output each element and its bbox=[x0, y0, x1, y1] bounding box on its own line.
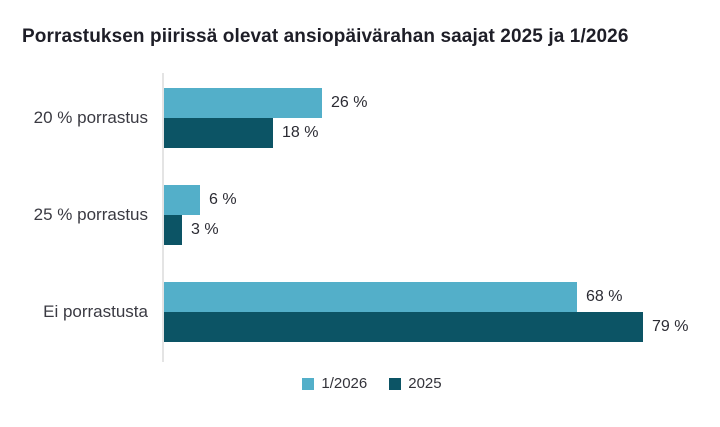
bar-row: 68 % bbox=[164, 282, 718, 312]
category-label: 20 % porrastus bbox=[33, 108, 148, 127]
bar-group: 20 % porrastus 26 % 18 % bbox=[34, 88, 718, 148]
legend-swatch-icon bbox=[302, 377, 315, 390]
bar-1-2026 bbox=[164, 282, 577, 312]
bar-2025 bbox=[164, 118, 273, 148]
bar-2025 bbox=[164, 312, 643, 342]
bar-row: 6 % bbox=[164, 185, 718, 215]
bar-row: 3 % bbox=[164, 215, 718, 245]
legend-item: 1/2026 bbox=[302, 375, 367, 392]
legend-label: 1/2026 bbox=[321, 375, 368, 392]
bar-row: 26 % bbox=[164, 88, 718, 118]
value-label: 26 % bbox=[331, 94, 368, 111]
legend-label: 2025 bbox=[408, 375, 442, 392]
value-label: 79 % bbox=[652, 318, 689, 335]
chart-legend: 1/2026 2025 bbox=[12, 375, 720, 392]
bar-group: 25 % porrastus 6 % 3 % bbox=[34, 185, 718, 245]
value-label: 6 % bbox=[209, 191, 237, 208]
bar-1-2026 bbox=[164, 185, 200, 215]
category-label: Ei porrastusta bbox=[43, 302, 148, 321]
plot-wrap: 20 % porrastus 26 % 18 % 25 % porrastus 6 % 3… bbox=[0, 73, 720, 362]
chart-title: Porrastuksen piirissä olevat ansiopäivär… bbox=[22, 26, 629, 47]
legend-swatch-icon bbox=[389, 377, 402, 390]
legend-item: 2025 bbox=[389, 375, 442, 392]
value-label: 68 % bbox=[586, 288, 623, 305]
bar-group: Ei porrastusta 68 % 79 % bbox=[43, 282, 718, 342]
bar-row: 18 % bbox=[164, 118, 718, 148]
value-label: 18 % bbox=[282, 124, 319, 141]
plot-area: 20 % porrastus 26 % 18 % 25 % porrastus 6 % 3… bbox=[34, 73, 718, 362]
bar-row: 79 % bbox=[164, 312, 718, 342]
value-label: 3 % bbox=[191, 221, 219, 238]
bar-2025 bbox=[164, 215, 182, 245]
category-label: 25 % porrastus bbox=[33, 205, 148, 224]
bar-1-2026 bbox=[164, 88, 322, 118]
